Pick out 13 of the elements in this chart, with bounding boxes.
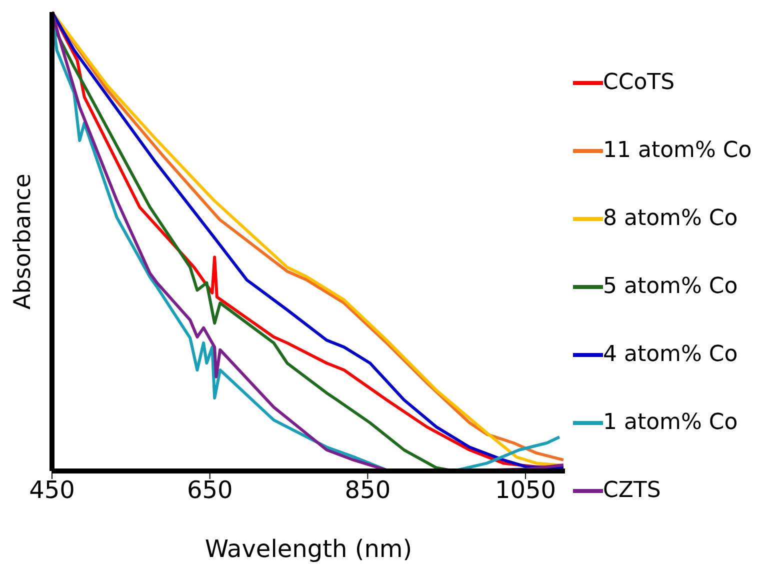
legend-label: 1 atom% Co — [603, 410, 738, 435]
x-tick-label: 850 — [344, 476, 391, 504]
legend-label: 11 atom% Co — [603, 138, 752, 163]
x-tick-label: 650 — [186, 476, 233, 504]
x-tick-label: 1050 — [495, 476, 556, 504]
y-axis-title: Absorbance — [10, 174, 36, 310]
x-tick-label: 450 — [29, 476, 75, 504]
legend-label: CZTS — [603, 478, 661, 503]
legend-label: 4 atom% Co — [603, 342, 738, 367]
legend-label: 5 atom% Co — [603, 274, 738, 299]
legend-label: 8 atom% Co — [603, 206, 738, 231]
x-axis-title: Wavelength (nm) — [204, 535, 412, 563]
legend-label: CCoTS — [603, 70, 675, 95]
